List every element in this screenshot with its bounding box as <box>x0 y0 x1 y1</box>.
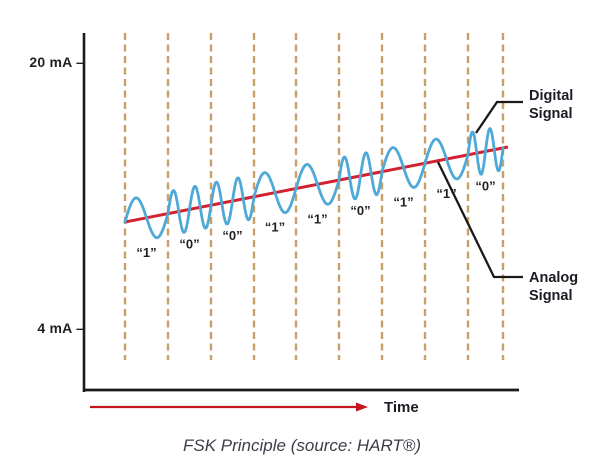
digital-signal-pointer <box>475 100 523 134</box>
bit-label: “0” <box>222 228 242 243</box>
time-axis-label: Time <box>384 399 419 416</box>
bit-label: “0” <box>350 203 370 218</box>
figure-caption: FSK Principle (source: HART®) <box>183 436 421 455</box>
bit-label: “1” <box>393 195 413 210</box>
y-tick-20ma: 20 mA – <box>29 54 84 70</box>
digital-signal-label: Digital Signal <box>529 88 574 122</box>
bit-label: “0” <box>179 236 199 251</box>
analog-signal-label: Analog Signal <box>529 270 579 304</box>
bit-label: “1” <box>265 220 285 235</box>
time-arrow-head <box>356 402 368 412</box>
bit-label: “1” <box>307 211 327 226</box>
fsk-wave <box>123 127 505 240</box>
analog-signal-pointer <box>436 161 523 279</box>
bit-label: “1” <box>136 245 156 260</box>
bit-label: “0” <box>475 178 495 193</box>
y-tick-4ma: 4 mA – <box>37 320 84 336</box>
